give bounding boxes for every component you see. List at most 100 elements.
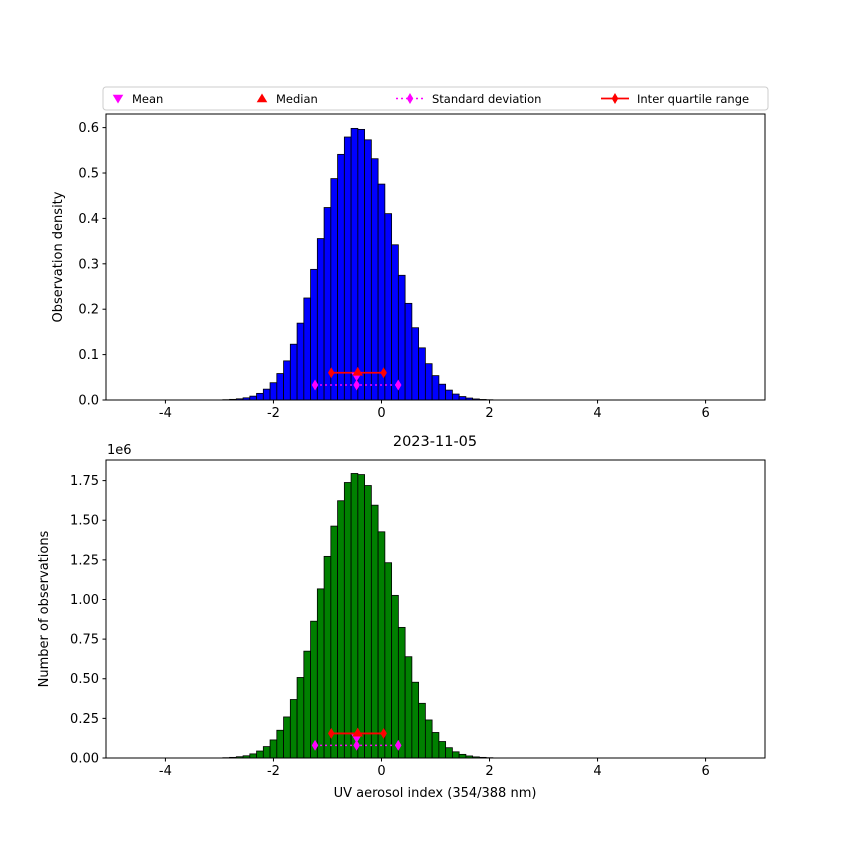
histogram-bar bbox=[364, 485, 372, 759]
legend-median-marker-icon bbox=[256, 93, 268, 103]
stat-markers bbox=[311, 366, 402, 391]
y-axis-offset-text: 1e6 bbox=[107, 443, 132, 458]
legend: Mean Median Standard deviation Inter qua… bbox=[102, 86, 769, 111]
histogram-bar bbox=[404, 302, 413, 401]
x-tick-label: 6 bbox=[701, 764, 709, 779]
x-tick-label: -2 bbox=[267, 406, 280, 421]
histogram-bar bbox=[431, 375, 440, 401]
histogram-bar bbox=[330, 525, 338, 759]
histogram-bar bbox=[397, 626, 406, 759]
histogram-bar bbox=[289, 699, 298, 759]
histogram-bar bbox=[249, 753, 257, 759]
histogram-bar bbox=[296, 322, 305, 401]
x-tick-label: -4 bbox=[159, 406, 172, 421]
histogram-bar bbox=[411, 327, 420, 401]
top-histogram: -4 -2 0 2 4 6 0.0 0.1 0.2 0.3 0.4 0.5 0.6 bbox=[78, 113, 766, 421]
y-tick-label: 0.00 bbox=[70, 752, 99, 767]
plot-area bbox=[106, 460, 765, 758]
histogram-bar bbox=[357, 128, 366, 401]
histogram-bar bbox=[458, 396, 467, 401]
x-tick-label: 4 bbox=[593, 406, 601, 421]
legend-mean-marker-icon bbox=[112, 94, 124, 104]
y-tick-label: 0.50 bbox=[70, 672, 99, 687]
y-tick-label: 0.3 bbox=[78, 257, 99, 272]
histogram-bar bbox=[357, 474, 366, 759]
iqr-marker bbox=[327, 727, 335, 739]
histogram-bar bbox=[364, 139, 372, 401]
y-tick-label: 0.4 bbox=[78, 212, 99, 227]
histogram-bar bbox=[262, 746, 271, 759]
legend-label-mean: Mean bbox=[132, 92, 163, 106]
stat-markers bbox=[311, 727, 402, 751]
histogram-bar bbox=[310, 268, 318, 401]
legend-label-standard-deviation: Standard deviation bbox=[432, 92, 541, 106]
histogram-bar bbox=[283, 716, 291, 759]
histogram-bar bbox=[276, 729, 284, 759]
histogram-bar bbox=[343, 136, 352, 401]
x-tick-label: -2 bbox=[267, 764, 280, 779]
y-tick-label: 0.25 bbox=[70, 712, 99, 727]
legend-label-median: Median bbox=[276, 92, 318, 106]
y-tick-label: 0.2 bbox=[78, 303, 99, 318]
histogram-bar bbox=[350, 127, 359, 401]
histogram-bar bbox=[343, 482, 352, 759]
histogram-bar bbox=[377, 531, 386, 759]
std-deviation-marker bbox=[311, 739, 319, 751]
histogram-bar bbox=[276, 373, 284, 401]
histogram-bar bbox=[289, 343, 298, 401]
bottom-x-axis-label: UV aerosol index (354/388 nm) bbox=[334, 786, 537, 801]
x-tick-label: 2 bbox=[485, 406, 493, 421]
histogram-bar bbox=[296, 677, 305, 759]
bottom-histogram: -4 -2 0 2 4 6 0.00 0.25 0.50 0.75 1.00 1.25 1.50 1.75 bbox=[70, 459, 766, 779]
std-deviation-marker bbox=[353, 739, 360, 751]
std-deviation-marker bbox=[353, 379, 360, 391]
y-tick-label: 1.50 bbox=[70, 514, 99, 529]
legend-iqr-marker-icon bbox=[611, 93, 619, 104]
histogram-bar bbox=[330, 178, 338, 401]
histogram-bar bbox=[438, 741, 447, 759]
legend-label-inter-quartile-range: Inter quartile range bbox=[637, 92, 749, 106]
histogram-bar bbox=[350, 473, 359, 759]
histogram-bar bbox=[303, 297, 311, 401]
x-tick-label: -4 bbox=[159, 764, 172, 779]
histogram-bar bbox=[445, 389, 453, 401]
histogram-bar bbox=[283, 360, 291, 401]
axes-frame bbox=[105, 459, 766, 759]
histogram-bar bbox=[256, 750, 264, 759]
histogram-bar bbox=[404, 656, 413, 759]
bottom-y-axis-label: Number of observations bbox=[37, 530, 52, 687]
mean-marker bbox=[351, 734, 362, 744]
x-tick-label: 6 bbox=[701, 406, 709, 421]
histogram-bar bbox=[438, 383, 447, 401]
histogram-bar bbox=[445, 747, 453, 759]
x-tick-label: 2 bbox=[485, 764, 493, 779]
histogram-bar bbox=[424, 719, 433, 759]
histogram-bar bbox=[269, 739, 278, 759]
histogram-bar bbox=[316, 238, 325, 401]
iqr-marker bbox=[327, 367, 335, 379]
std-deviation-marker bbox=[394, 739, 402, 751]
y-tick-label: 1.00 bbox=[70, 593, 99, 608]
median-marker bbox=[352, 727, 364, 737]
histogram-bar bbox=[391, 244, 399, 401]
y-tick-label: 0.5 bbox=[78, 167, 99, 182]
histogram-bars bbox=[222, 127, 494, 401]
histogram-bar bbox=[451, 393, 460, 401]
histogram-bar bbox=[411, 681, 420, 759]
legend-std-marker-icon bbox=[406, 93, 414, 104]
iqr-marker bbox=[380, 727, 387, 739]
top-y-axis-label: Observation density bbox=[51, 191, 66, 322]
histogram-bar bbox=[303, 650, 311, 759]
y-tick-label: 0.1 bbox=[78, 348, 99, 363]
axes-frame bbox=[105, 113, 766, 401]
histogram-bar bbox=[262, 388, 271, 401]
histogram-bar bbox=[418, 702, 426, 759]
histogram-bar bbox=[256, 392, 264, 401]
histogram-bar bbox=[397, 274, 406, 401]
histogram-bars bbox=[222, 473, 494, 759]
histogram-bar bbox=[323, 555, 332, 759]
histogram-bar bbox=[458, 753, 467, 759]
histogram-bar bbox=[310, 620, 318, 759]
